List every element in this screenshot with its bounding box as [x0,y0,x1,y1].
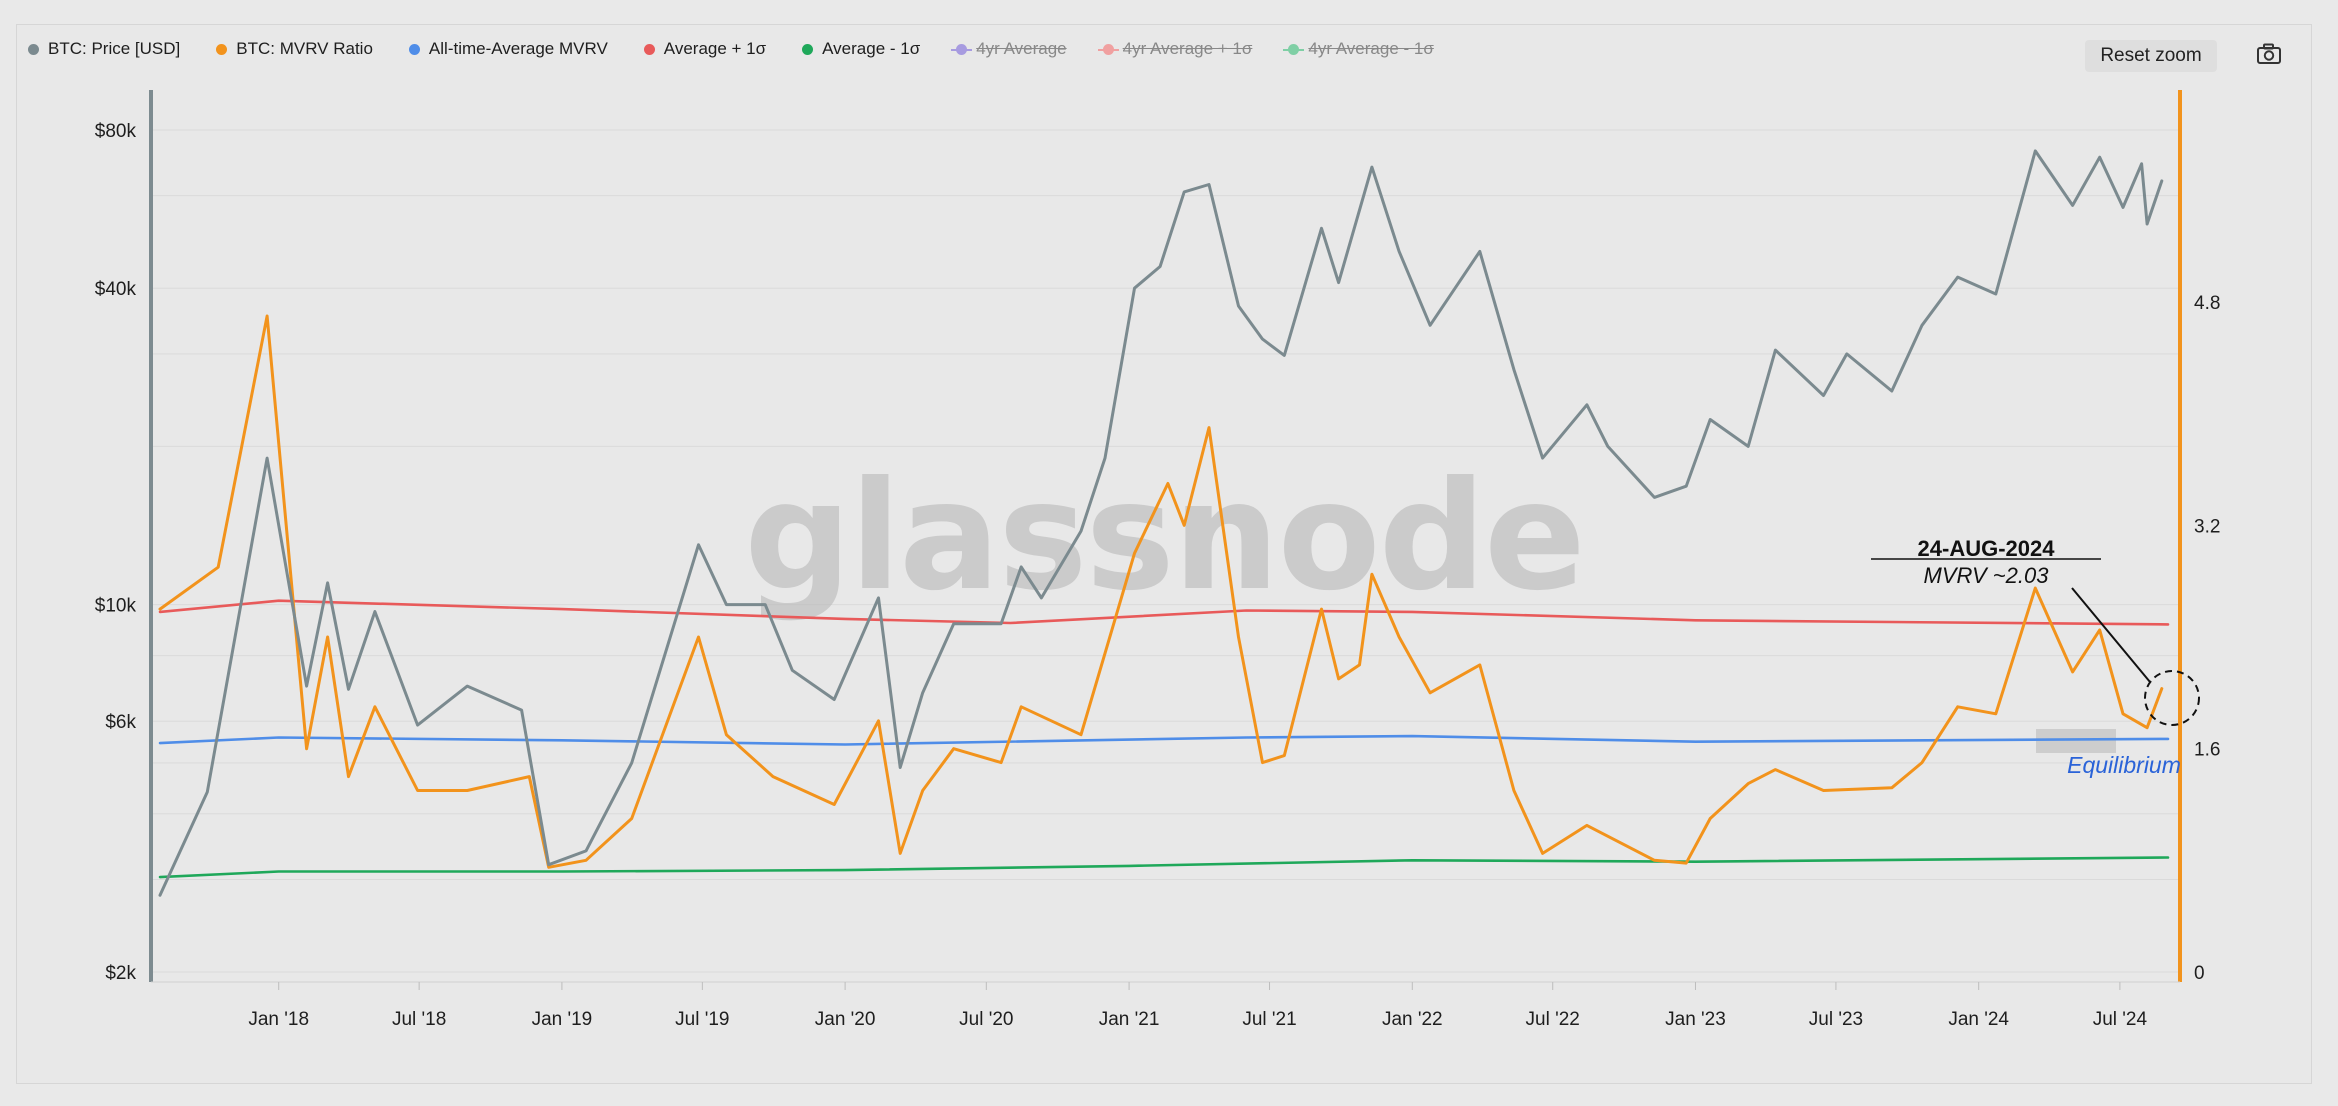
x-tick-label: Jan '24 [1948,1009,2009,1030]
legend-item-3[interactable]: Average + 1σ [643,39,767,59]
x-tick-label: Jul '19 [675,1009,729,1030]
series-line-btc-price-usd[interactable] [158,149,2164,897]
legend-marker [802,43,814,55]
legend-marker [643,43,655,55]
legend-item-0[interactable]: BTC: Price [USD] [28,39,180,59]
x-tick-label: Jan '20 [815,1009,876,1030]
legend-item-1[interactable]: BTC: MVRV Ratio [216,39,373,59]
legend-label: Average - 1σ [822,39,921,58]
x-tick-label: Jul '23 [1809,1009,1863,1030]
x-tick-label: Jan '19 [532,1009,593,1030]
legend-marker [1097,43,1119,55]
legend-label: BTC: Price [USD] [48,39,181,58]
x-tick-label: Jan '23 [1665,1009,1726,1030]
series-group [158,149,2170,897]
legend-item-2[interactable]: All-time-Average MVRV [408,39,608,59]
equilibrium-band [2036,729,2116,753]
legend-label: BTC: MVRV Ratio [236,39,373,58]
legend-item-5[interactable]: 4yr Average [951,39,1067,59]
legend: BTC: Price [USD] BTC: MVRV Ratio All-time-… [28,36,1470,62]
annotation-date: 24-AUG-2024 [1918,536,2056,561]
right-tick-label: 1.6 [2194,740,2220,761]
x-tick-label: Jul '20 [959,1009,1013,1030]
series-line-average-1[interactable] [158,856,2170,879]
reset-zoom-button[interactable]: Reset zoom [2085,40,2217,72]
series-line-all-time-average-mvrv[interactable] [158,734,2170,746]
legend-marker [1283,43,1305,55]
right-tick-label: 0 [2194,963,2205,984]
x-tick-label: Jul '24 [2093,1009,2148,1030]
left-tick-label: $6k [105,712,136,733]
x-tick-label: Jul '21 [1242,1009,1296,1030]
watermark: glassnode [744,450,1584,624]
legend-label: Average + 1σ [663,39,767,58]
left-tick-label: $80k [95,121,137,142]
legend-marker [951,43,973,55]
legend-marker [28,43,39,55]
x-tick-label: Jul '18 [392,1009,446,1030]
annotation-mvrv: MVRV ~2.03 [1924,563,2050,588]
series-line-btc-mvrv-ratio[interactable] [158,314,2164,869]
legend-marker [408,43,420,55]
legend-marker [216,43,228,55]
legend-item-7[interactable]: 4yr Average - 1σ [1283,39,1434,59]
annotation-circle [2144,670,2200,726]
x-tick-label: Jan '22 [1382,1009,1443,1030]
x-tick-label: Jul '22 [1526,1009,1580,1030]
left-tick-label: $10k [95,596,137,617]
series-line-average-1[interactable] [158,599,2170,626]
right-tick-label: 4.8 [2194,293,2220,314]
legend-item-4[interactable]: Average - 1σ [802,39,920,59]
left-tick-label: $40k [95,279,137,300]
gridlines [151,129,2180,973]
legend-label: 4yr Average - 1σ [1308,39,1434,58]
x-axis-ticks: Jan '18 Jul '18 Jan '19 Jul '19 Jan '20 Jul '… [248,982,2147,1030]
right-tick-label: 3.2 [2194,516,2220,537]
camera-icon[interactable] [2256,42,2282,66]
right-axis-ticks: 4.8 3.2 1.6 0 [2194,293,2220,984]
legend-label: All-time-Average MVRV [428,39,608,58]
x-tick-label: Jan '21 [1099,1009,1160,1030]
annotation-arrow [2071,587,2151,683]
legend-label: 4yr Average + 1σ [1122,39,1253,58]
left-tick-label: $2k [105,963,136,984]
left-axis-ticks: $80k $40k $10k $6k $2k [95,121,137,984]
legend-item-6[interactable]: 4yr Average + 1σ [1097,39,1253,59]
x-tick-label: Jan '18 [248,1009,309,1030]
equilibrium-label: Equilibrium [2067,752,2181,778]
chart-frame [16,24,2312,1084]
legend-label: 4yr Average [976,39,1067,58]
